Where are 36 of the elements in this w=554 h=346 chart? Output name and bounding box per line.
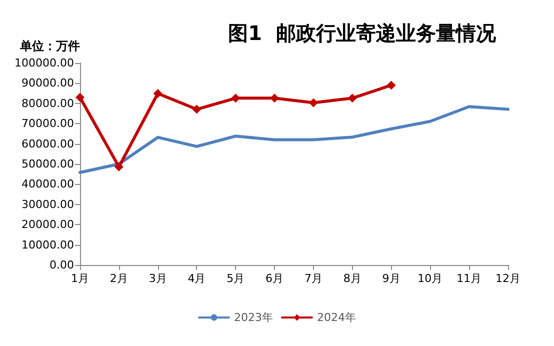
point — [153, 89, 162, 98]
y-tick-label: 70000.00 — [22, 117, 74, 130]
x-tick-label: 2月 — [110, 272, 128, 285]
x-tick-label: 8月 — [343, 272, 362, 285]
chart-title: 图1 邮政行业寄递业务量情况 — [228, 21, 497, 45]
point — [76, 92, 84, 102]
point — [386, 80, 396, 90]
x-tick-label: 4月 — [188, 272, 206, 285]
point — [348, 94, 357, 103]
y-tick-label: 0.00 — [50, 258, 74, 272]
x-tick-label: 6月 — [266, 272, 284, 285]
x-tick-label: 5月 — [226, 272, 245, 285]
y-tick-label: 80000.00 — [22, 96, 74, 110]
x-tick-label: 12月 — [496, 272, 520, 285]
y-tick-label: 40000.00 — [22, 178, 74, 191]
line-series — [78, 105, 510, 174]
y-tick-label: 50000.00 — [22, 158, 74, 170]
y-tick-label: 20000.00 — [22, 218, 74, 232]
legend-label: 2023年 — [234, 311, 274, 324]
y-tick-label: 100000.00 — [14, 56, 74, 70]
y-tick-label: 10000.00 — [22, 238, 74, 252]
x-tick-label: 7月 — [304, 272, 322, 285]
x-tick-label: 9月 — [382, 272, 400, 285]
x-tick-label: 10月 — [418, 272, 443, 285]
x-tick-label: 1月 — [71, 272, 89, 285]
y-tick-label: 90000.00 — [22, 76, 74, 90]
y-tick-label: 30000.00 — [22, 198, 74, 211]
y-axis-title: 单位：万件 — [19, 39, 80, 53]
point — [114, 162, 124, 172]
legend-label: 2024年 — [317, 311, 356, 324]
point — [270, 94, 280, 103]
point — [192, 104, 202, 114]
x-tick-label: 3月 — [148, 272, 167, 285]
point — [308, 98, 318, 108]
y-tick-label: 60000.00 — [22, 137, 74, 150]
x-tick-label: 11月 — [456, 272, 482, 285]
